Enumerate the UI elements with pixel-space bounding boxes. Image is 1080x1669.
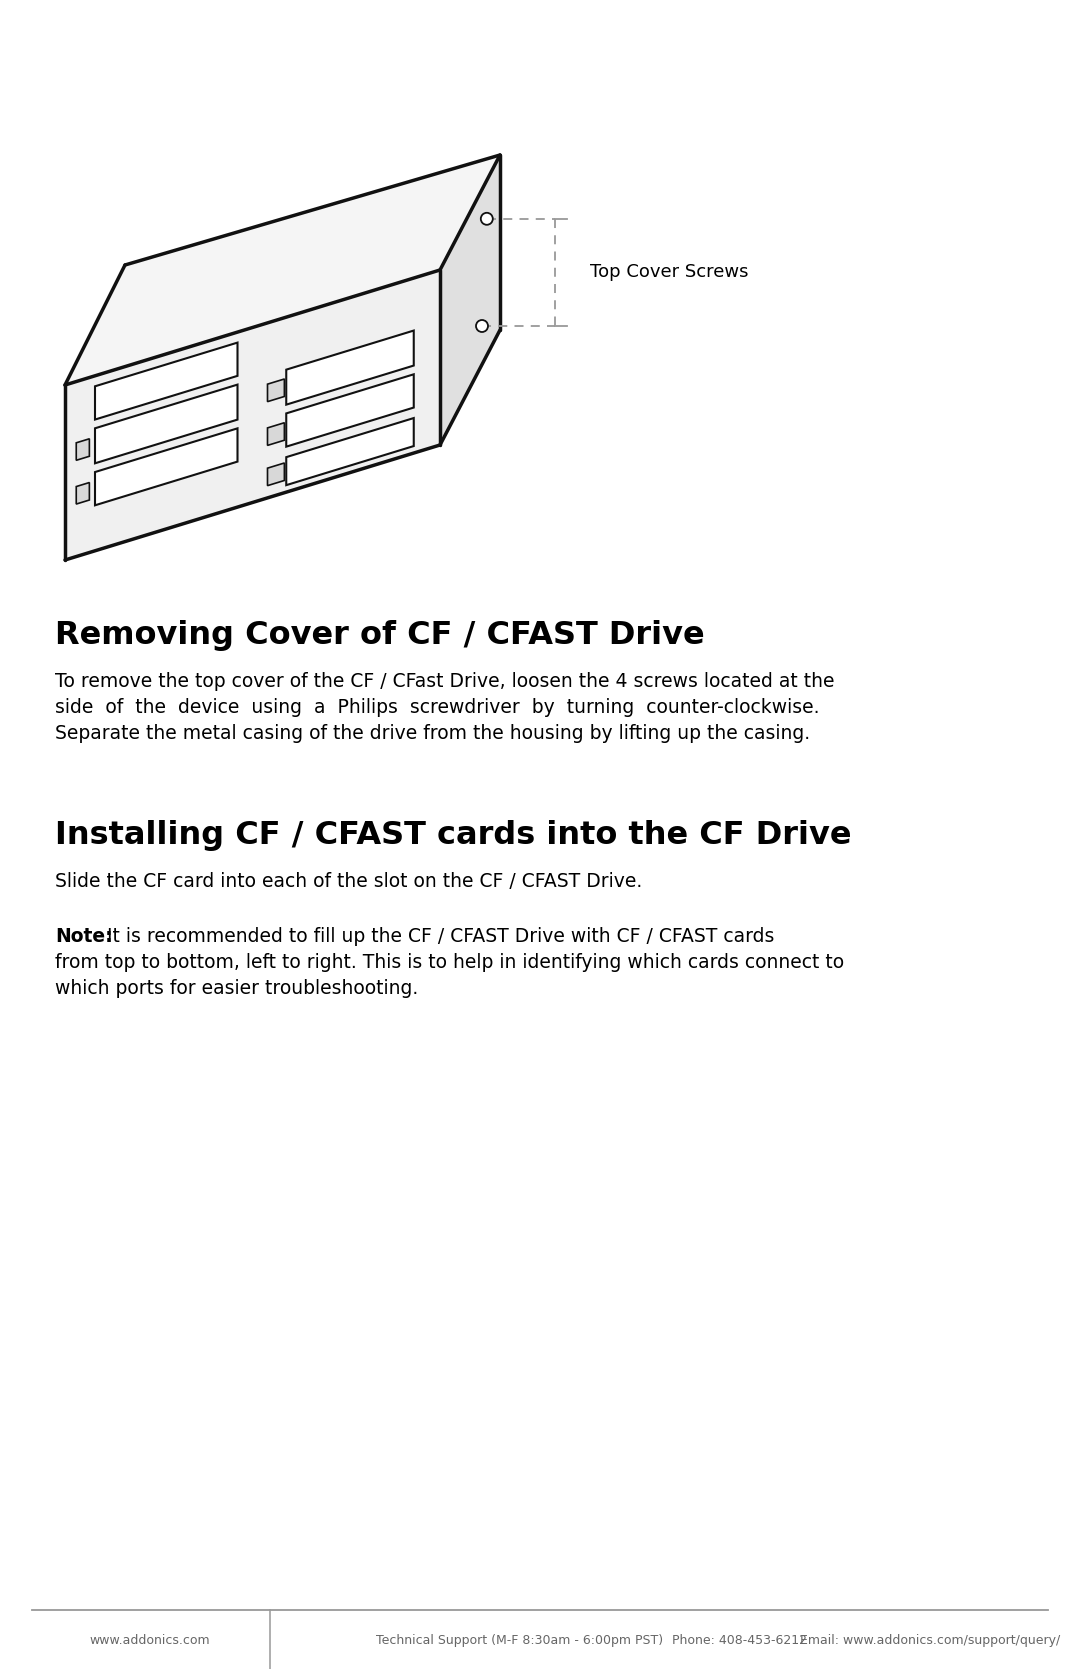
Text: Phone: 408-453-6212: Phone: 408-453-6212 bbox=[673, 1634, 808, 1647]
Text: Removing Cover of CF / CFAST Drive: Removing Cover of CF / CFAST Drive bbox=[55, 619, 704, 651]
Text: Separate the metal casing of the drive from the housing by lifting up the casing: Separate the metal casing of the drive f… bbox=[55, 724, 810, 743]
Circle shape bbox=[476, 320, 488, 332]
Polygon shape bbox=[65, 270, 440, 561]
Circle shape bbox=[481, 214, 492, 225]
Text: from top to bottom, left to right. This is to help in identifying which cards co: from top to bottom, left to right. This … bbox=[55, 953, 845, 971]
Polygon shape bbox=[95, 342, 238, 419]
Polygon shape bbox=[77, 482, 90, 504]
Text: Email: www.addonics.com/support/query/: Email: www.addonics.com/support/query/ bbox=[800, 1634, 1061, 1647]
Polygon shape bbox=[268, 379, 284, 402]
Polygon shape bbox=[77, 439, 90, 461]
Polygon shape bbox=[440, 155, 500, 446]
Polygon shape bbox=[95, 384, 238, 464]
Polygon shape bbox=[268, 422, 284, 446]
Polygon shape bbox=[286, 374, 414, 447]
Text: To remove the top cover of the CF / CFast Drive, loosen the 4 screws located at : To remove the top cover of the CF / CFas… bbox=[55, 673, 835, 691]
Text: Top Cover Screws: Top Cover Screws bbox=[590, 264, 748, 282]
Polygon shape bbox=[65, 155, 500, 386]
Text: It is recommended to fill up the CF / CFAST Drive with CF / CFAST cards: It is recommended to fill up the CF / CF… bbox=[102, 926, 774, 946]
Text: Technical Support (M-F 8:30am - 6:00pm PST): Technical Support (M-F 8:30am - 6:00pm P… bbox=[377, 1634, 663, 1647]
Text: Slide the CF card into each of the slot on the CF / CFAST Drive.: Slide the CF card into each of the slot … bbox=[55, 871, 643, 891]
Polygon shape bbox=[268, 462, 284, 486]
Polygon shape bbox=[95, 429, 238, 506]
Polygon shape bbox=[286, 417, 414, 486]
Polygon shape bbox=[286, 330, 414, 404]
Text: which ports for easier troubleshooting.: which ports for easier troubleshooting. bbox=[55, 980, 418, 998]
Text: Installing CF / CFAST cards into the CF Drive: Installing CF / CFAST cards into the CF … bbox=[55, 819, 851, 851]
Text: Note:: Note: bbox=[55, 926, 112, 946]
Text: www.addonics.com: www.addonics.com bbox=[90, 1634, 211, 1647]
Text: side  of  the  device  using  a  Philips  screwdriver  by  turning  counter-cloc: side of the device using a Philips screw… bbox=[55, 698, 820, 718]
